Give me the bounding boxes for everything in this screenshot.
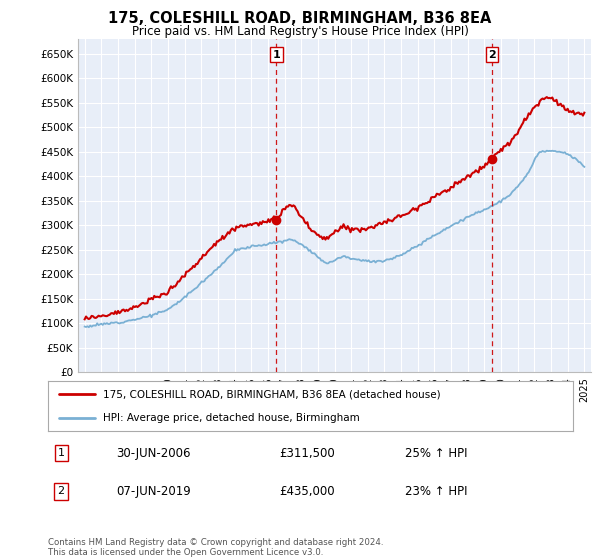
Text: 1: 1 (58, 449, 65, 458)
Text: 2: 2 (488, 50, 496, 60)
Text: £311,500: £311,500 (279, 447, 335, 460)
Text: 07-JUN-2019: 07-JUN-2019 (116, 485, 191, 498)
Text: 23% ↑ HPI: 23% ↑ HPI (405, 485, 467, 498)
Text: HPI: Average price, detached house, Birmingham: HPI: Average price, detached house, Birm… (103, 413, 360, 423)
Text: Price paid vs. HM Land Registry's House Price Index (HPI): Price paid vs. HM Land Registry's House … (131, 25, 469, 38)
Text: 2: 2 (58, 487, 65, 497)
Text: Contains HM Land Registry data © Crown copyright and database right 2024.
This d: Contains HM Land Registry data © Crown c… (48, 538, 383, 557)
Text: 175, COLESHILL ROAD, BIRMINGHAM, B36 8EA (detached house): 175, COLESHILL ROAD, BIRMINGHAM, B36 8EA… (103, 389, 441, 399)
Text: 25% ↑ HPI: 25% ↑ HPI (405, 447, 467, 460)
Text: 175, COLESHILL ROAD, BIRMINGHAM, B36 8EA: 175, COLESHILL ROAD, BIRMINGHAM, B36 8EA (109, 11, 491, 26)
Text: 30-JUN-2006: 30-JUN-2006 (116, 447, 191, 460)
Text: 1: 1 (272, 50, 280, 60)
Text: £435,000: £435,000 (279, 485, 335, 498)
